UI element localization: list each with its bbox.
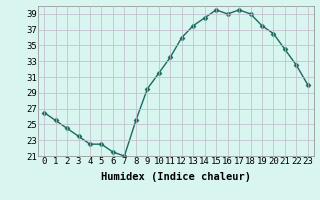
X-axis label: Humidex (Indice chaleur): Humidex (Indice chaleur) bbox=[101, 172, 251, 182]
